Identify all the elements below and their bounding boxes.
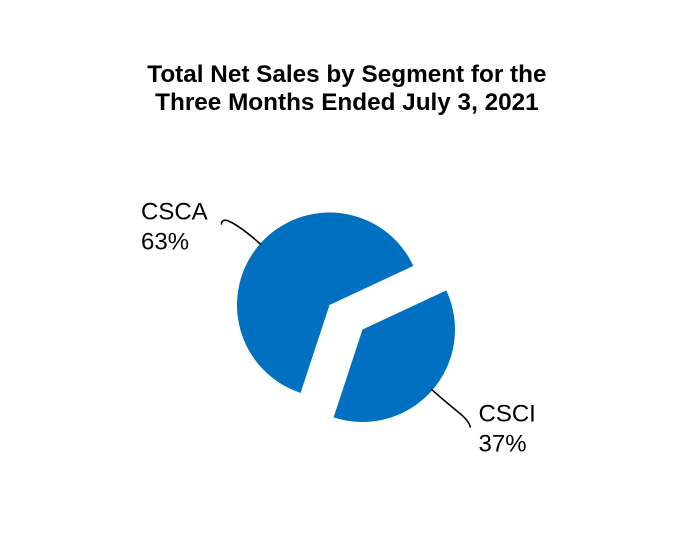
svg-text:Total Net Sales by Segment for: Total Net Sales by Segment for the xyxy=(147,61,546,88)
svg-text:63%: 63% xyxy=(141,229,189,256)
svg-text:CSCA: CSCA xyxy=(141,199,208,226)
svg-text:Three Months Ended July 3, 202: Three Months Ended July 3, 2021 xyxy=(155,89,538,116)
svg-text:37%: 37% xyxy=(479,431,527,458)
svg-text:CSCI: CSCI xyxy=(479,401,536,428)
